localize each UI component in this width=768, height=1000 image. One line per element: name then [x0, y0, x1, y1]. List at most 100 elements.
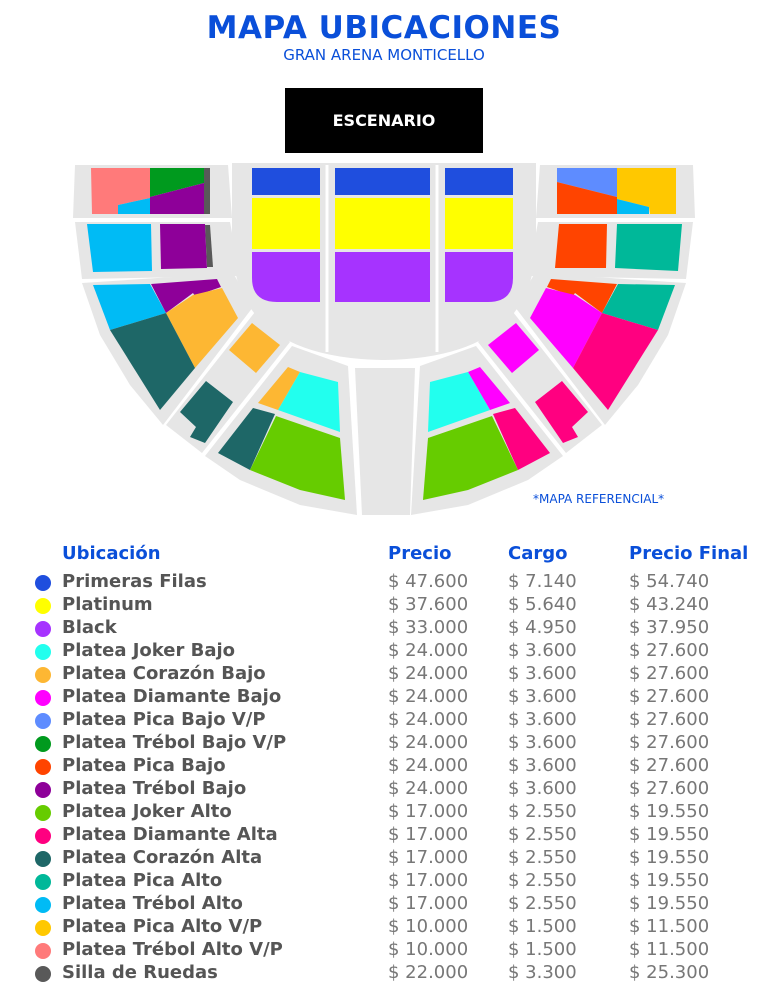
final-price: $ 19.550: [629, 801, 710, 822]
price: $ 17.000: [388, 824, 469, 845]
charge: $ 3.600: [508, 709, 577, 730]
section-platea-trebol-alto[interactable]: [617, 199, 649, 214]
section-black[interactable]: [335, 252, 430, 302]
section-platea-pica-alto-v-p[interactable]: [617, 168, 676, 214]
location-name: Platea Trébol Bajo V/P: [62, 732, 287, 753]
section-platea-diamante-bajo[interactable]: [530, 288, 602, 368]
color-dot-icon: [35, 690, 51, 706]
section-platea-pica-bajo[interactable]: [555, 224, 607, 268]
section-platea-diamante-alta[interactable]: [493, 408, 550, 470]
final-price: $ 27.600: [629, 732, 710, 753]
section-platea-joker-alto[interactable]: [423, 416, 518, 500]
section-platea-trebol-alto[interactable]: [93, 284, 166, 330]
table-row: Platea Pica Bajo $ 24.000 $ 3.600 $ 27.6…: [0, 755, 768, 778]
color-dot-icon: [35, 920, 51, 936]
section-platea-trebol-alto[interactable]: [118, 198, 150, 214]
final-price: $ 19.550: [629, 847, 710, 868]
section-platea-trebol-alto[interactable]: [87, 224, 152, 272]
section-platea-pica-bajo[interactable]: [547, 279, 617, 313]
price: $ 17.000: [388, 847, 469, 868]
section-platea-diamante-alta[interactable]: [535, 381, 588, 443]
section-platea-pica-alto[interactable]: [615, 224, 682, 271]
section-primeras-filas[interactable]: [252, 168, 320, 195]
section-platinum[interactable]: [335, 198, 430, 249]
location-name: Platea Diamante Bajo: [62, 686, 282, 707]
charge: $ 4.950: [508, 617, 577, 638]
section-platea-diamante-bajo[interactable]: [488, 323, 539, 373]
location-name: Platinum: [62, 594, 153, 615]
charge: $ 2.550: [508, 824, 577, 845]
section-platea-corazon-bajo[interactable]: [166, 288, 238, 368]
location-name: Platea Trébol Alto V/P: [62, 939, 283, 960]
price: $ 24.000: [388, 686, 469, 707]
section-black[interactable]: [445, 252, 513, 302]
table-row: Platea Pica Alto $ 17.000 $ 2.550 $ 19.5…: [0, 870, 768, 893]
charge: $ 3.600: [508, 663, 577, 684]
charge: $ 3.600: [508, 686, 577, 707]
price: $ 22.000: [388, 962, 469, 983]
table-row: Primeras Filas $ 47.600 $ 7.140 $ 54.740: [0, 571, 768, 594]
color-dot-icon: [35, 713, 51, 729]
section-platinum[interactable]: [445, 198, 513, 249]
location-name: Primeras Filas: [62, 571, 207, 592]
location-name: Black: [62, 617, 117, 638]
final-price: $ 27.600: [629, 778, 710, 799]
section-silla-de-ruedas[interactable]: [204, 168, 210, 214]
section-primeras-filas[interactable]: [335, 168, 430, 195]
price: $ 10.000: [388, 916, 469, 937]
color-dot-icon: [35, 897, 51, 913]
color-dot-icon: [35, 966, 51, 982]
table-row: Platea Trébol Bajo $ 24.000 $ 3.600 $ 27…: [0, 778, 768, 801]
price: $ 24.000: [388, 640, 469, 661]
color-dot-icon: [35, 644, 51, 660]
section-platea-joker-alto[interactable]: [250, 416, 345, 500]
charge: $ 7.140: [508, 571, 577, 592]
section-platea-joker-bajo[interactable]: [278, 372, 340, 432]
section-platea-trebol-bajo[interactable]: [150, 183, 204, 214]
price: $ 24.000: [388, 709, 469, 730]
section-platea-corazon-bajo[interactable]: [258, 367, 300, 410]
table-row: Platinum $ 37.600 $ 5.640 $ 43.240: [0, 594, 768, 617]
section-silla-de-ruedas[interactable]: [205, 225, 213, 267]
section-platea-trebol-bajo[interactable]: [160, 224, 207, 269]
section-platinum[interactable]: [252, 198, 320, 249]
section-platea-corazon-alta[interactable]: [218, 408, 275, 470]
color-dot-icon: [35, 575, 51, 591]
section-platea-trebol-alto-v-p[interactable]: [91, 168, 150, 214]
charge: $ 2.550: [508, 893, 577, 914]
final-price: $ 19.550: [629, 870, 710, 891]
color-dot-icon: [35, 667, 51, 683]
table-row: Platea Joker Bajo $ 24.000 $ 3.600 $ 27.…: [0, 640, 768, 663]
section-platea-corazon-alta[interactable]: [180, 381, 233, 443]
section-platea-diamante-bajo[interactable]: [468, 367, 510, 410]
section-platea-trebol-bajo[interactable]: [151, 279, 221, 313]
location-name: Platea Pica Bajo V/P: [62, 709, 266, 730]
section-primeras-filas[interactable]: [445, 168, 513, 195]
charge: $ 3.300: [508, 962, 577, 983]
section-platea-pica-bajo-v-p[interactable]: [557, 168, 617, 197]
location-name: Silla de Ruedas: [62, 962, 218, 983]
section-platea-corazon-alta[interactable]: [110, 313, 195, 410]
final-price: $ 37.950: [629, 617, 710, 638]
stage-label: ESCENARIO: [332, 111, 436, 130]
color-dot-icon: [35, 805, 51, 821]
section-platea-corazon-bajo[interactable]: [229, 323, 280, 373]
section-platea-joker-bajo[interactable]: [428, 372, 490, 432]
section-platea-trebol-bajo-v-p[interactable]: [150, 168, 204, 197]
color-dot-icon: [35, 874, 51, 890]
location-name: Platea Trébol Bajo: [62, 778, 247, 799]
table-row: Platea Pica Bajo V/P $ 24.000 $ 3.600 $ …: [0, 709, 768, 732]
map-note: *MAPA REFERENCIAL*: [533, 492, 665, 506]
section-platea-pica-alto[interactable]: [602, 284, 675, 330]
section-black[interactable]: [252, 252, 320, 302]
final-price: $ 11.500: [629, 939, 710, 960]
final-price: $ 27.600: [629, 663, 710, 684]
color-dot-icon: [35, 943, 51, 959]
section-platea-pica-bajo[interactable]: [557, 182, 617, 214]
table-row: Platea Pica Alto V/P $ 10.000 $ 1.500 $ …: [0, 916, 768, 939]
color-dot-icon: [35, 736, 51, 752]
section-platea-diamante-alta[interactable]: [573, 313, 658, 410]
price: $ 47.600: [388, 571, 469, 592]
price: $ 24.000: [388, 755, 469, 776]
final-price: $ 11.500: [629, 916, 710, 937]
